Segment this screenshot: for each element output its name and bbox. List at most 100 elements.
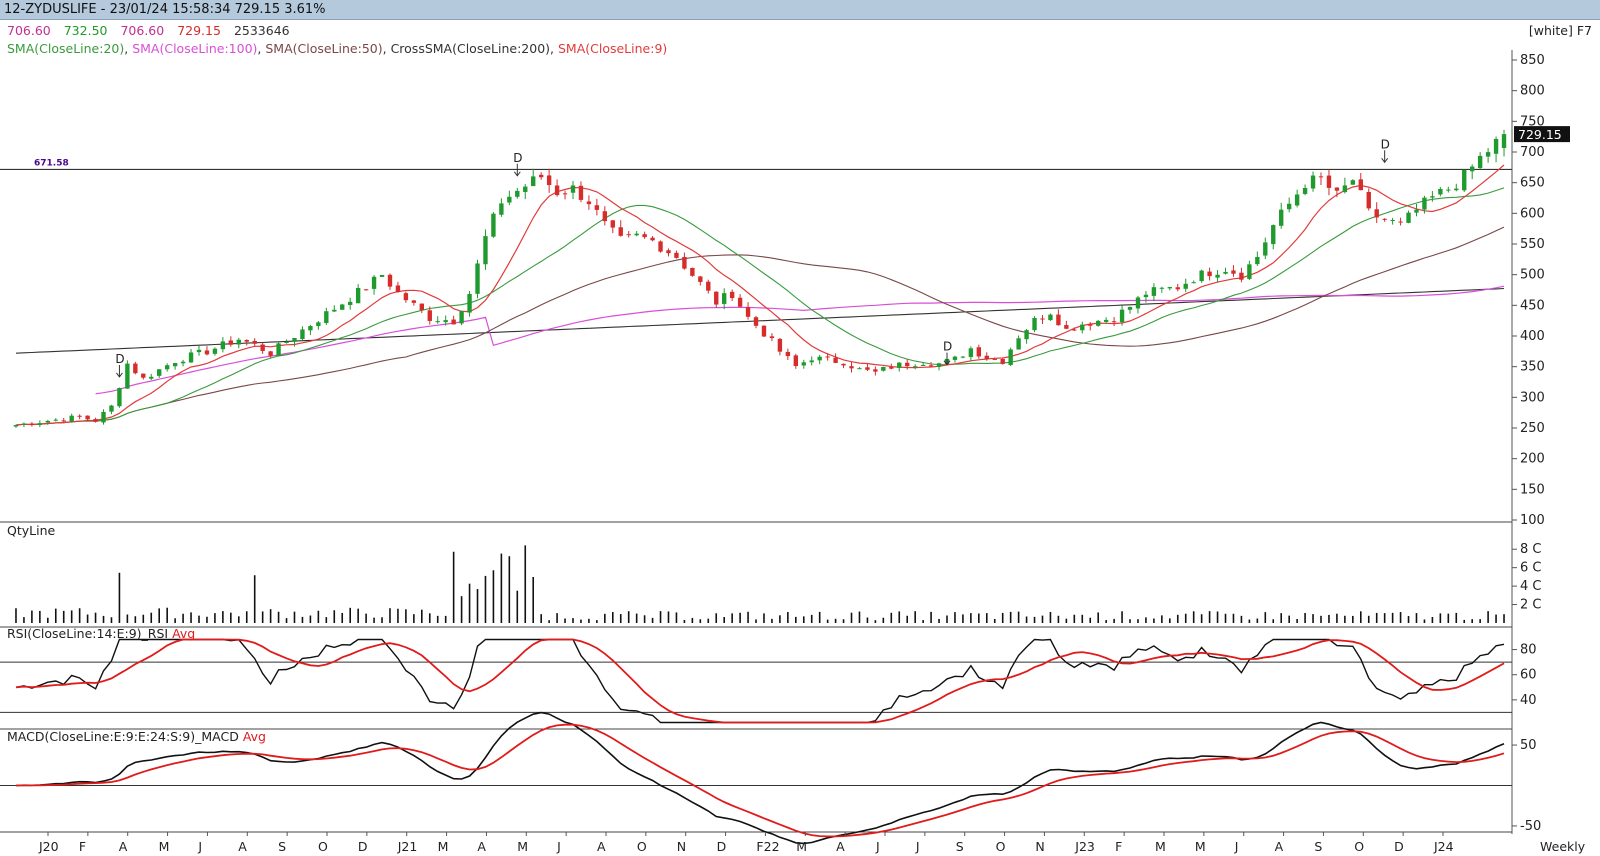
candle <box>1207 271 1212 277</box>
x-tick-label: S <box>956 839 964 854</box>
candle <box>1493 138 1499 154</box>
candle <box>1080 324 1085 331</box>
candle <box>992 358 997 360</box>
candle <box>515 190 520 197</box>
x-tick-label: A <box>238 839 247 854</box>
indicator-sma100[interactable]: SMA(CloseLine:100) <box>132 41 258 56</box>
sma20-line <box>15 187 1505 426</box>
candle <box>920 364 926 366</box>
candle <box>761 325 767 337</box>
theme-shortcut-label[interactable]: [white] F7 <box>1528 23 1592 38</box>
x-tick-label: J21 <box>397 839 418 854</box>
x-tick-label: J24 <box>1433 839 1454 854</box>
candle <box>1438 188 1443 195</box>
close-value: 729.15 <box>177 23 221 38</box>
candle <box>745 307 751 317</box>
candle <box>379 274 385 277</box>
candle <box>722 293 727 304</box>
indicator-sma50[interactable]: SMA(CloseLine:50) <box>265 41 383 56</box>
candle <box>459 311 464 324</box>
candle <box>936 363 942 367</box>
indicator-legend: SMA(CloseLine:20), SMA(CloseLine:100), S… <box>7 41 668 56</box>
price-tick-label: 700 <box>1520 145 1545 160</box>
candle <box>1358 179 1363 191</box>
candle <box>1135 297 1141 309</box>
candle <box>1485 152 1491 157</box>
volume-tick-label: 8 C <box>1520 542 1541 557</box>
ohlc-readout: 706.60 732.50 706.60 729.15 2533646 <box>7 23 299 38</box>
candle <box>1406 212 1411 223</box>
candle <box>1430 196 1435 198</box>
candle <box>1016 338 1021 350</box>
candle <box>292 337 297 342</box>
price-tick-label: 650 <box>1520 176 1545 191</box>
indicator-sma9[interactable]: SMA(CloseLine:9) <box>557 41 668 56</box>
macd-label: MACD(CloseLine:E:9:E:24:S:9)_MACD <box>7 729 239 744</box>
volume-tick-label: 4 C <box>1520 579 1541 594</box>
candle <box>1143 294 1149 298</box>
candle <box>395 285 401 293</box>
x-tick-label: A <box>1275 839 1284 854</box>
rsi-avg-label: Avg <box>172 626 196 641</box>
x-tick-label: A <box>836 839 845 854</box>
price-tick-label: 400 <box>1520 329 1545 344</box>
volume-tick-label: 6 C <box>1520 561 1541 576</box>
x-tick-label: J23 <box>1074 839 1095 854</box>
candle <box>912 366 918 368</box>
candle <box>952 356 958 360</box>
candle <box>1302 187 1308 194</box>
candle <box>865 367 870 370</box>
x-tick-label: M <box>796 839 807 854</box>
open-value: 706.60 <box>7 23 51 38</box>
candle <box>220 341 226 350</box>
candle <box>1271 225 1276 245</box>
candle <box>1151 287 1157 296</box>
rsi-label: RSI(CloseLine:14:E:9)_RSI <box>7 626 169 641</box>
candle <box>1310 175 1316 189</box>
candle <box>905 362 910 367</box>
candle <box>1470 166 1475 172</box>
candle <box>825 356 830 358</box>
indicator-sma20[interactable]: SMA(CloseLine:20) <box>7 41 125 56</box>
x-tick-label: D <box>1394 839 1404 854</box>
candle <box>594 205 600 210</box>
candle <box>897 362 902 368</box>
price-tick-label: 200 <box>1520 452 1545 467</box>
candle <box>1334 187 1340 191</box>
candle <box>881 366 886 371</box>
x-tick-label: J20 <box>38 839 59 854</box>
candle <box>1350 180 1356 185</box>
x-tick-label: J <box>197 839 202 854</box>
macd-line <box>15 711 1505 845</box>
candle <box>690 267 695 276</box>
price-tick-label: 750 <box>1520 114 1545 129</box>
x-tick-label: A <box>597 839 606 854</box>
candle <box>928 365 934 367</box>
candle <box>332 309 337 312</box>
candle <box>300 329 305 340</box>
x-tick-label: F22 <box>756 839 779 854</box>
candle <box>976 347 982 357</box>
candle <box>1096 320 1101 326</box>
indicator-sma200[interactable]: CrossSMA(CloseLine:200) <box>390 41 551 56</box>
candle <box>1255 256 1260 265</box>
chart-title: 12-ZYDUSLIFE - 23/01/24 15:58:34 729.15 … <box>4 2 326 17</box>
candle <box>578 185 584 200</box>
candle <box>1215 274 1220 278</box>
candle <box>817 356 822 361</box>
x-tick-label: A <box>477 839 486 854</box>
x-tick-label: M <box>159 839 170 854</box>
candle <box>13 424 19 427</box>
candle <box>419 303 424 311</box>
macd-signal-line <box>15 723 1505 838</box>
x-tick-label: J <box>915 839 920 854</box>
candle <box>1119 309 1125 323</box>
candle <box>1462 169 1467 191</box>
candle <box>141 373 146 378</box>
resistance-label: 671.58 <box>34 158 69 168</box>
price-tick-label: 250 <box>1520 421 1545 436</box>
candle <box>1501 134 1507 148</box>
candle <box>371 276 377 289</box>
rsi-tick-label: 80 <box>1520 643 1537 658</box>
